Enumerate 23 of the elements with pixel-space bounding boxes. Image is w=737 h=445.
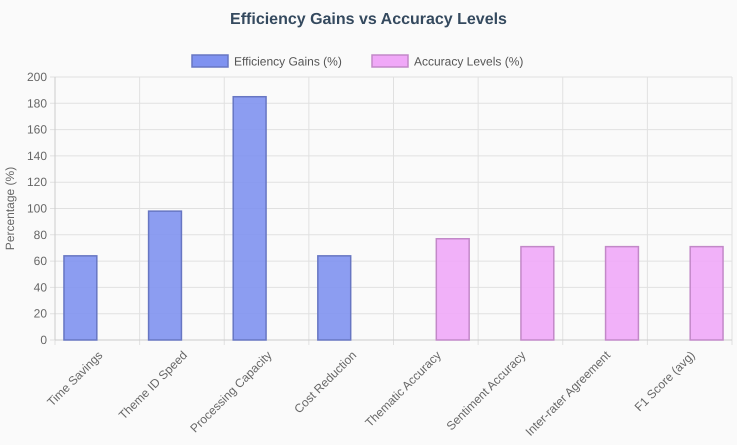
legend-label: Accuracy Levels (%) [414,54,524,68]
bar [148,210,182,341]
y-tick-label: 20 [34,306,48,321]
y-tick-label: 0 [40,333,48,347]
bar [63,255,98,341]
y-tick-label: 200 [26,70,48,84]
chart-title: Efficiency Gains vs Accuracy Levels [230,11,508,28]
y-tick-label: 140 [26,148,48,163]
y-axis-title: Percentage (%) [3,166,17,250]
bar [604,246,640,341]
y-tick-label: 80 [34,228,48,242]
y-tick-label: 160 [26,122,48,137]
bar [317,255,352,341]
y-tick-label: 100 [26,202,48,216]
bar [436,238,470,341]
y-tick-label: 120 [26,175,48,190]
bar [232,96,267,341]
y-tick-label: 60 [34,254,48,268]
y-tick-label: 180 [26,96,48,110]
bar [689,246,724,341]
y-tick-label: 40 [34,280,48,294]
legend-label: Efficiency Gains (%) [234,54,342,68]
bar [520,246,555,341]
